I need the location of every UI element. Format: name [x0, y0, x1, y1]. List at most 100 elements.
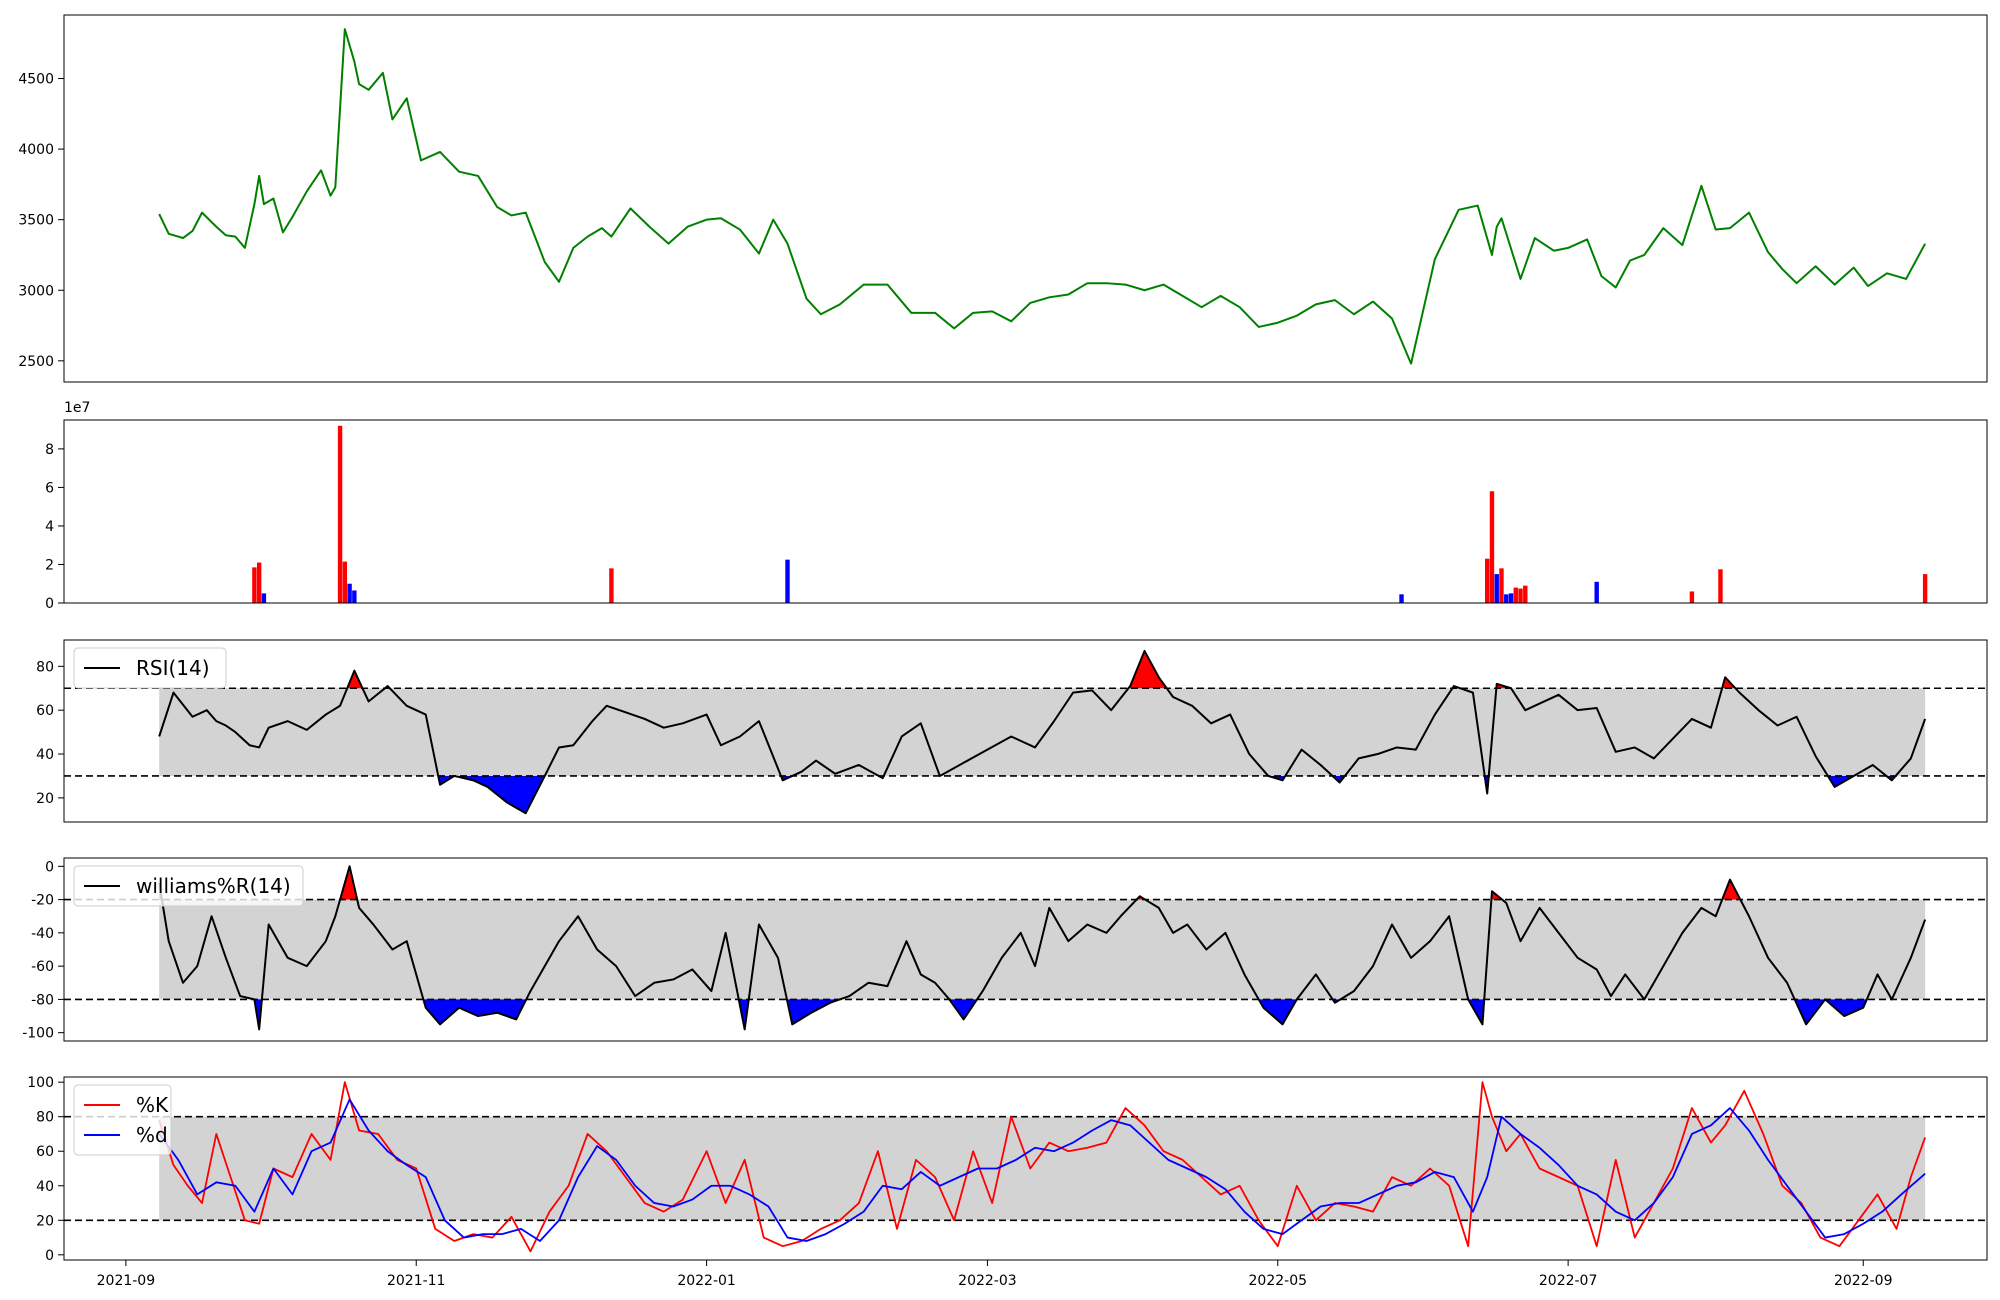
stochastic-d-point — [1633, 1219, 1636, 1222]
rsi-RSI14-point — [158, 735, 161, 738]
stochastic-K-point — [662, 1210, 665, 1213]
rsi-RSI14-point — [1814, 755, 1817, 758]
rsi-RSI14-point — [815, 759, 818, 762]
price-point — [1219, 294, 1222, 297]
x-tick-label: 2022-09 — [1834, 1273, 1893, 1289]
williams-williamsR14-point — [334, 915, 337, 918]
stochastic-K-point — [1105, 1141, 1108, 1144]
williams-williamsR14-point — [358, 906, 361, 909]
rsi-RSI14-point — [472, 779, 475, 782]
price-point — [1728, 227, 1731, 230]
williams-williamsR14-point — [948, 998, 951, 1001]
williams-williamsR14-point — [1557, 931, 1560, 934]
price-point — [1495, 225, 1498, 228]
y-tick-label: 80 — [36, 659, 54, 675]
stochastic-K-group — [158, 1081, 1926, 1253]
stochastic-K-point — [510, 1215, 513, 1218]
price-point — [1629, 259, 1632, 262]
stochastic-K-point — [1162, 1150, 1165, 1153]
stochastic-d-point — [1034, 1146, 1037, 1149]
stochastic-K-point — [1010, 1115, 1013, 1118]
stochastic-d-point — [710, 1184, 713, 1187]
stochastic-K-point — [329, 1158, 332, 1161]
stochastic-d-point — [843, 1222, 846, 1225]
rsi-RSI14-point — [267, 726, 270, 729]
price-point — [586, 235, 589, 238]
y-tick-label: 2500 — [18, 354, 54, 370]
volume-bar-up — [1485, 558, 1490, 603]
williams-williamsR14-point — [1352, 990, 1355, 993]
rsi-RSI14-point — [1300, 748, 1303, 751]
stochastic-K-point — [1067, 1150, 1070, 1153]
williams-williamsR14-point — [1448, 915, 1451, 918]
stochastic-K-point — [1490, 1115, 1493, 1118]
price-point — [215, 225, 218, 228]
stochastic-d-point — [196, 1193, 199, 1196]
stochastic-K-point — [215, 1132, 218, 1135]
williams-williamsR14-point — [1172, 931, 1175, 934]
williams-williamsR14-point — [867, 981, 870, 984]
y-tick-label: 40 — [36, 747, 54, 763]
price-point — [524, 211, 527, 214]
stochastic-d-point — [1728, 1107, 1731, 1110]
price-point — [1200, 306, 1203, 309]
williams-williamsR14-point — [458, 1006, 461, 1009]
price-point — [991, 310, 994, 313]
williams-williamsR14-point — [1481, 1023, 1484, 1026]
stochastic-K-point — [624, 1176, 627, 1179]
stochastic-d-point — [615, 1158, 618, 1161]
rsi-RSI14-point — [738, 735, 741, 738]
rsi-RSI14-point — [215, 720, 218, 723]
rsi-RSI14-point — [524, 812, 527, 815]
stochastic-K-point — [229, 1176, 232, 1179]
stochastic-K-point — [1724, 1124, 1727, 1127]
price-point — [1533, 237, 1536, 240]
rsi-RSI14-point — [1010, 735, 1013, 738]
stochastic-K-point — [1743, 1089, 1746, 1092]
price-point — [191, 229, 194, 232]
stochastic-K-point — [724, 1202, 727, 1205]
price-point — [253, 203, 256, 206]
williams-williamsR14-point — [348, 865, 351, 868]
price-point — [243, 246, 246, 249]
stochastic-K-point — [310, 1132, 313, 1135]
stochastic-K-point — [1314, 1219, 1317, 1222]
williams-williamsR14-point — [543, 965, 546, 968]
rsi-RSI14-point — [1690, 717, 1693, 720]
williams-williamsR14-point — [1576, 956, 1579, 959]
williams-williamsR14-point — [1624, 973, 1627, 976]
rsi-RSI14-point — [1172, 696, 1175, 699]
stochastic-K-point — [876, 1150, 879, 1153]
rsi-RSI14-point — [1229, 713, 1232, 716]
williams-williamsR14-point — [391, 948, 394, 951]
price-point — [1500, 217, 1503, 220]
price-point — [648, 225, 651, 228]
stochastic-d-point — [786, 1236, 789, 1239]
stochastic-K-point — [258, 1222, 261, 1225]
rsi-RSI14-point — [1281, 779, 1284, 782]
rsi-RSI14-point — [1909, 757, 1912, 760]
rsi-RSI14-point — [1524, 709, 1527, 712]
rsi-RSI14-point — [386, 685, 389, 688]
williams-williamsR14-point — [810, 1011, 813, 1014]
price-line — [158, 28, 1927, 365]
x-tick-label: 2022-05 — [1249, 1273, 1308, 1289]
williams-williamsR14-point — [439, 1023, 442, 1026]
stochastic-K-point — [1257, 1219, 1260, 1222]
williams-williamsR14-point — [743, 1028, 746, 1031]
volume-bar-up — [1489, 491, 1495, 603]
williams-williamsR14-point — [1262, 1006, 1265, 1009]
rsi-RSI14-point — [1724, 676, 1727, 679]
price-point — [329, 194, 332, 197]
price-point — [1552, 249, 1555, 252]
stochastic-K-point — [1276, 1245, 1279, 1248]
price-point — [1476, 204, 1479, 207]
williams-williamsR14-point — [1086, 923, 1089, 926]
rsi-RSI14-point — [605, 704, 608, 707]
williams-williamsR14-point — [324, 940, 327, 943]
williams-williamsR14-point — [1119, 915, 1122, 918]
rsi-panel — [63, 639, 1988, 823]
stochastic-K-point — [1048, 1141, 1051, 1144]
rsi-RSI14-point — [486, 785, 489, 788]
rsi-RSI14-point — [1191, 704, 1194, 707]
